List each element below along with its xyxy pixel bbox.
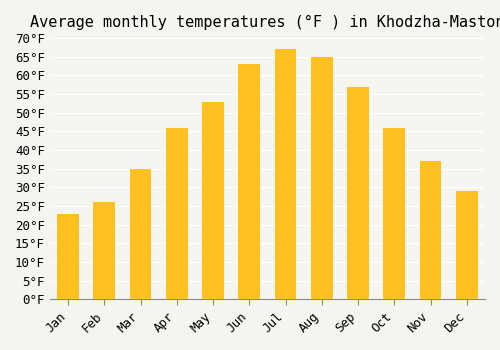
Bar xyxy=(384,128,405,300)
Bar xyxy=(420,161,442,300)
Bar xyxy=(57,214,79,300)
Title: Average monthly temperatures (°F ) in Khodzha-Maston: Average monthly temperatures (°F ) in Kh… xyxy=(30,15,500,30)
Bar xyxy=(347,87,369,300)
Bar xyxy=(238,64,260,300)
Bar xyxy=(202,102,224,300)
Bar xyxy=(94,202,115,300)
Bar xyxy=(130,169,152,300)
Bar xyxy=(456,191,477,300)
Bar xyxy=(274,49,296,300)
Bar xyxy=(166,128,188,300)
Bar xyxy=(311,57,332,300)
